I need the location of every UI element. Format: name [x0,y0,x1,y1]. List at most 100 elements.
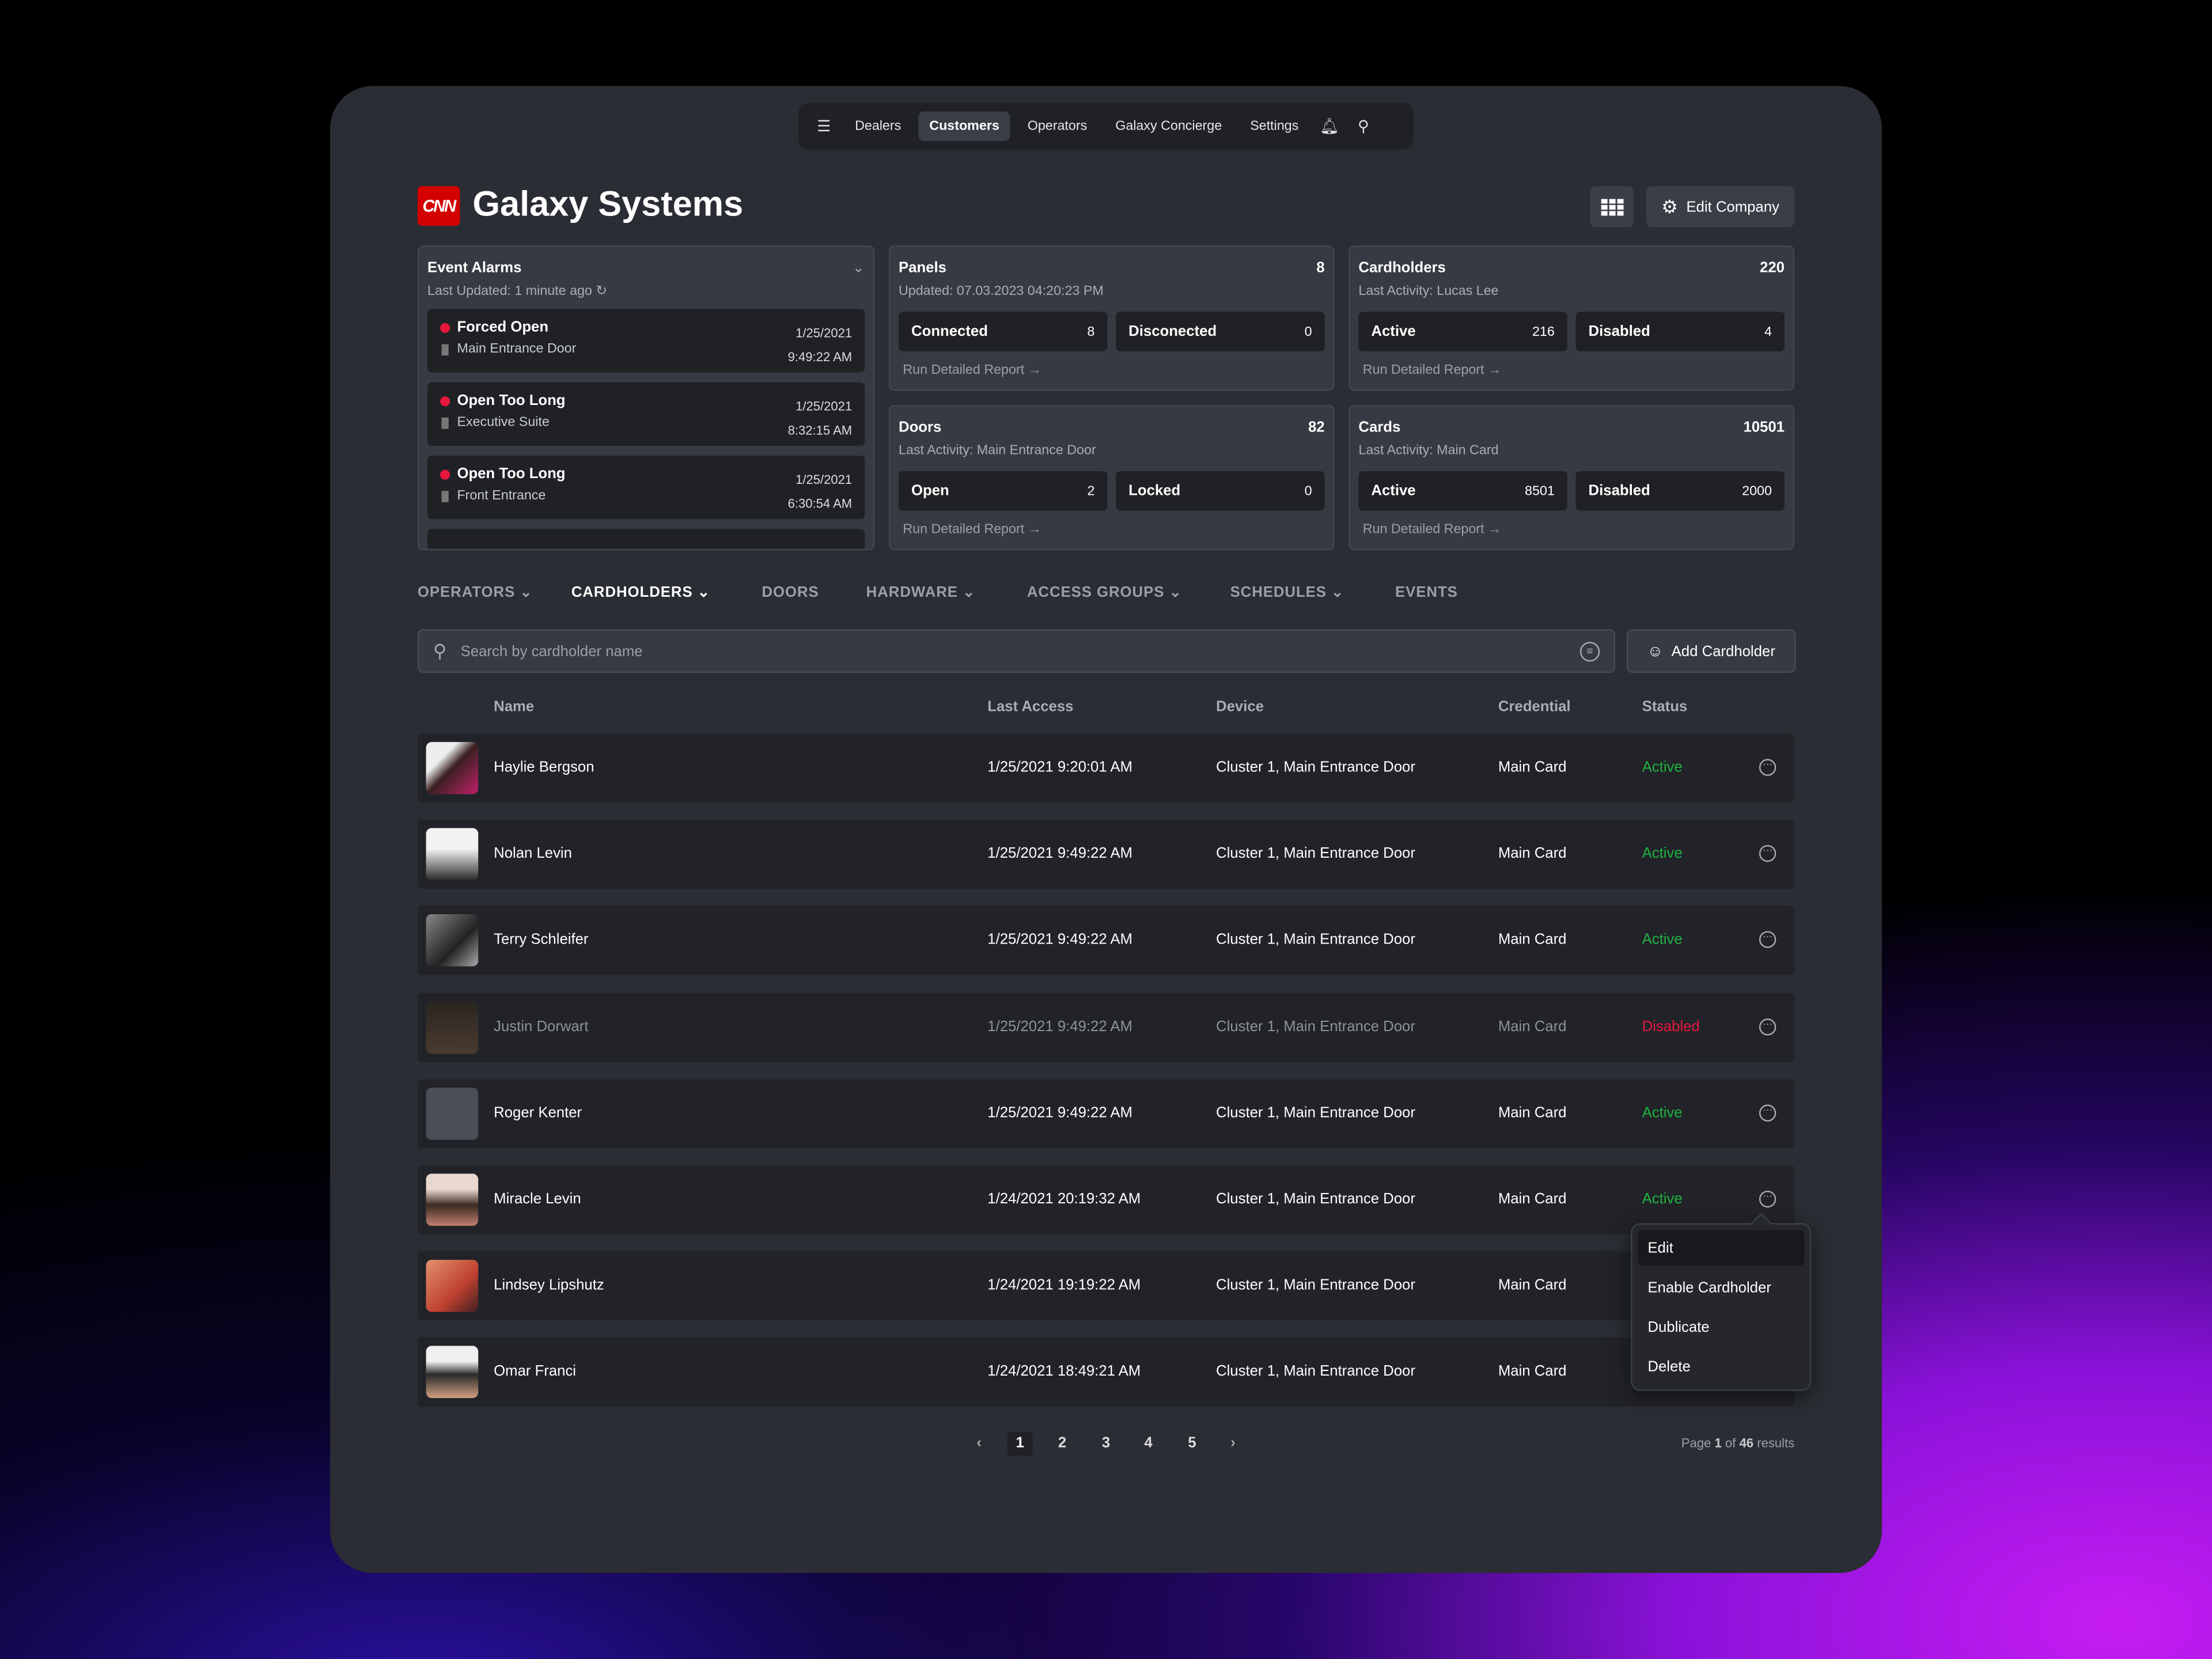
menu-item-delete[interactable]: Delete [1647,1359,1691,1376]
stat-label: Open [911,482,949,499]
cardholders-subtitle: Last Activity: Lucas Lee [1358,283,1499,300]
header-status[interactable]: Status [1642,698,1688,715]
doors-stat[interactable]: Open 2 [899,471,1108,511]
cardholders-stat[interactable]: Disabled 4 [1575,312,1785,351]
stat-value: 2 [1087,483,1095,499]
more-options-icon[interactable]: ··· [1759,931,1777,949]
search-input[interactable] [460,642,1566,660]
table-row[interactable]: Terry Schleifer 1/25/2021 9:49:22 AM Clu… [417,906,1795,976]
table-row[interactable]: Lindsey Lipshutz 1/24/2021 19:19:22 AM C… [417,1251,1795,1321]
gear-icon: ⚙ [1661,195,1678,217]
doors-stat[interactable]: Locked 0 [1116,471,1325,511]
more-options-icon[interactable]: ··· [1759,845,1777,862]
tab-operators[interactable]: OPERATORS ⌄ [417,584,533,601]
filter-icon[interactable]: ≡ [1580,641,1600,661]
cards-stat[interactable]: Active 8501 [1358,471,1567,511]
stat-label: Disabled [1588,482,1650,499]
prev-page-button[interactable]: ‹ [976,1434,982,1452]
row-action-menu: Edit Enable Cardholder Dublicate Delete [1631,1223,1812,1391]
stat-value: 0 [1304,483,1312,499]
edit-company-button[interactable]: ⚙ Edit Company [1646,186,1795,228]
alarm-item-partial [427,529,865,549]
more-options-icon[interactable]: ··· [1759,1190,1777,1208]
alarm-location: Executive Suite [457,415,550,430]
more-options-icon[interactable]: ··· [1759,759,1777,776]
stat-label: Disabled [1588,323,1650,340]
alarm-item[interactable]: Open Too Long Executive Suite 1/25/2021 8… [427,382,865,446]
tab-access-groups[interactable]: ACCESS GROUPS ⌄ [1027,584,1183,601]
alarm-time: 9:49:22 AM [787,350,853,364]
header-device[interactable]: Device [1216,698,1264,715]
header-credential[interactable]: Credential [1498,698,1571,715]
panels-stat[interactable]: Disconected 0 [1116,312,1325,351]
cardholders-total: 220 [1760,259,1785,277]
doors-subtitle: Last Activity: Main Entrance Door [899,442,1096,459]
page-2[interactable]: 2 [1058,1434,1067,1452]
cell-last-access: 1/25/2021 9:49:22 AM [987,1018,1132,1035]
menu-item-duplicate[interactable]: Dublicate [1647,1319,1710,1336]
header-last-access[interactable]: Last Access [987,698,1074,715]
stat-label: Connected [911,323,988,340]
grid-view-button[interactable] [1590,186,1634,228]
search-icon[interactable]: ⚲ [1357,118,1369,136]
alarm-item[interactable]: Open Too Long Front Entrance 1/25/2021 6:… [427,456,865,520]
cell-name: Lindsey Lipshutz [494,1277,604,1294]
cardholders-stat[interactable]: Active 216 [1358,312,1567,351]
chevron-down-icon[interactable]: ⌄ [852,259,865,277]
tab-hardware[interactable]: HARDWARE ⌄ [866,584,976,601]
table-row[interactable]: Omar Franci 1/24/2021 18:49:21 AM Cluste… [417,1338,1795,1407]
nav-operators[interactable]: Operators [1027,118,1088,134]
alarm-date: 1/25/2021 [796,325,853,340]
tab-doors[interactable]: DOORS [762,584,819,601]
status-badge: Disabled [1642,1018,1700,1035]
stat-value: 2000 [1742,483,1772,499]
cell-name: Haylie Bergson [494,759,594,776]
run-report-link[interactable]: Run Detailed Report → [1362,522,1502,538]
page-info-suffix: results [1757,1436,1795,1450]
menu-item-enable-cardholder[interactable]: Enable Cardholder [1647,1279,1771,1297]
alarm-time: 6:30:54 AM [787,497,853,511]
add-cardholder-button[interactable]: ☺ Add Cardholder [1626,629,1796,673]
run-report-link[interactable]: Run Detailed Report → [1362,362,1502,378]
tab-cardholders[interactable]: CARDHOLDERS ⌄ [571,584,711,601]
page-5[interactable]: 5 [1188,1434,1196,1452]
header-name[interactable]: Name [494,698,535,715]
page-4[interactable]: 4 [1144,1434,1153,1452]
nav-galaxy-concierge[interactable]: Galaxy Concierge [1115,118,1222,134]
table-row[interactable]: Justin Dorwart 1/25/2021 9:49:22 AM Clus… [417,993,1795,1062]
avatar [426,1087,479,1140]
table-row[interactable]: Miracle Levin 1/24/2021 20:19:32 AM Clus… [417,1165,1795,1234]
door-icon [441,343,449,355]
table-row[interactable]: Nolan Levin 1/25/2021 9:49:22 AM Cluster… [417,820,1795,889]
page-3[interactable]: 3 [1101,1434,1111,1452]
tab-events[interactable]: EVENTS [1395,584,1458,601]
history-icon[interactable]: ↻ [596,283,607,300]
alarms-updated: Last Updated: 1 minute ago [427,283,592,300]
nav-customers[interactable]: Customers [918,111,1011,141]
cards-card: Cards 10501 Last Activity: Main Card Acti… [1349,404,1795,551]
table-row[interactable]: Roger Kenter 1/25/2021 9:49:22 AM Cluste… [417,1078,1795,1148]
nav-dealers[interactable]: Dealers [855,118,902,134]
table-row[interactable]: Haylie Bergson 1/25/2021 9:20:01 AM Clus… [417,733,1795,803]
cell-credential: Main Card [1498,931,1567,949]
cell-name: Justin Dorwart [494,1018,589,1035]
more-options-icon[interactable]: ··· [1759,1018,1777,1035]
alarm-item[interactable]: Forced Open Main Entrance Door 1/25/2021… [427,309,865,373]
next-page-button[interactable]: › [1230,1434,1236,1452]
tab-schedules[interactable]: SCHEDULES ⌄ [1230,584,1344,601]
nav-settings[interactable]: Settings [1250,118,1299,134]
more-options-icon[interactable]: ··· [1759,1104,1777,1122]
cards-stat[interactable]: Disabled 2000 [1575,471,1785,511]
menu-item-edit[interactable]: Edit [1638,1230,1805,1266]
alarm-type: Open Too Long [457,465,566,483]
run-report-link[interactable]: Run Detailed Report → [903,362,1041,378]
run-report-link[interactable]: Run Detailed Report → [903,522,1041,538]
panels-stat[interactable]: Connected 8 [899,312,1108,351]
menu-icon[interactable]: ☰ [817,118,831,136]
page-1[interactable]: 1 [1007,1431,1033,1456]
company-logo: CNN [417,186,460,226]
cell-device: Cluster 1, Main Entrance Door [1216,1277,1415,1294]
app-window: ☰ Dealers Customers Operators Galaxy Con… [330,86,1882,1573]
bell-icon[interactable]: 🔔︎ [1319,118,1340,136]
